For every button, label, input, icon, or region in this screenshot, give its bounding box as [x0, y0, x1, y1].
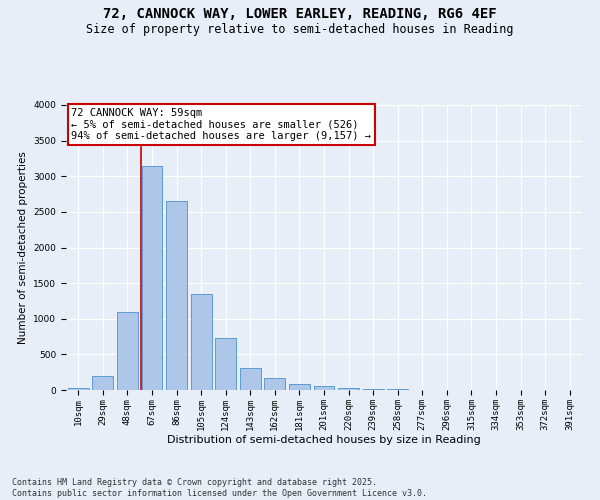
Bar — [240, 368, 261, 390]
Bar — [117, 312, 138, 390]
Bar — [166, 201, 187, 390]
Text: 72, CANNOCK WAY, LOWER EARLEY, READING, RG6 4EF: 72, CANNOCK WAY, LOWER EARLEY, READING, … — [103, 8, 497, 22]
Bar — [289, 384, 310, 390]
Bar — [265, 378, 286, 390]
X-axis label: Distribution of semi-detached houses by size in Reading: Distribution of semi-detached houses by … — [167, 436, 481, 446]
Bar — [215, 338, 236, 390]
Bar — [68, 388, 89, 390]
Bar — [338, 388, 359, 390]
Bar — [191, 294, 212, 390]
Bar — [362, 388, 383, 390]
Bar — [314, 386, 334, 390]
Text: Contains HM Land Registry data © Crown copyright and database right 2025.
Contai: Contains HM Land Registry data © Crown c… — [12, 478, 427, 498]
Bar — [142, 166, 163, 390]
Bar — [92, 376, 113, 390]
Y-axis label: Number of semi-detached properties: Number of semi-detached properties — [18, 151, 28, 344]
Text: 72 CANNOCK WAY: 59sqm
← 5% of semi-detached houses are smaller (526)
94% of semi: 72 CANNOCK WAY: 59sqm ← 5% of semi-detac… — [71, 108, 371, 141]
Text: Size of property relative to semi-detached houses in Reading: Size of property relative to semi-detach… — [86, 22, 514, 36]
